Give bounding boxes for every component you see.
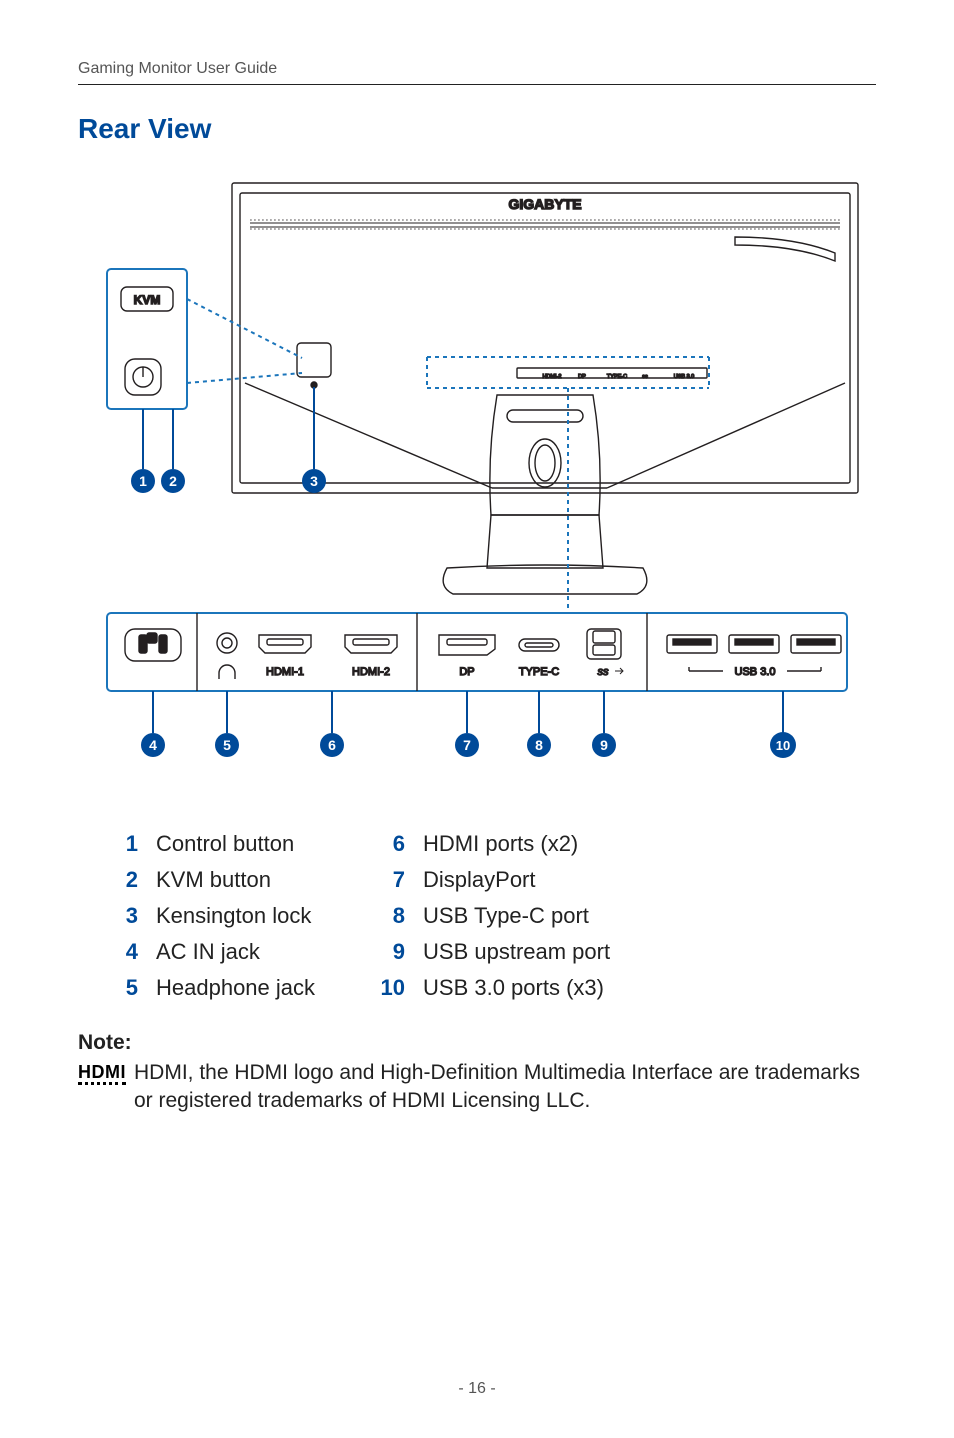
svg-text:DP: DP	[578, 374, 586, 380]
legend-row: 8 USB Type-C port	[375, 903, 610, 929]
legend-label: DisplayPort	[423, 867, 535, 893]
legend-row: 3 Kensington lock	[108, 903, 315, 929]
legend-label: Control button	[156, 831, 294, 857]
svg-text:HDMI-2: HDMI-2	[543, 374, 562, 380]
legend-label: USB 3.0 ports (x3)	[423, 975, 604, 1001]
legend-label: USB upstream port	[423, 939, 610, 965]
legend-row: 4 AC IN jack	[108, 939, 315, 965]
legend-label: KVM button	[156, 867, 271, 893]
section-title: Rear View	[78, 113, 876, 145]
legend-num: 3	[108, 903, 138, 929]
legend-num: 10	[375, 975, 405, 1001]
legend-col-right: 6 HDMI ports (x2) 7 DisplayPort 8 USB Type-…	[375, 831, 610, 1001]
legend-num: 9	[375, 939, 405, 965]
svg-text:10: 10	[776, 738, 790, 753]
svg-text:2: 2	[169, 473, 177, 489]
hdmi-logo-icon: HDMI	[78, 1063, 126, 1085]
legend-row: 6 HDMI ports (x2)	[375, 831, 610, 857]
legend-num: 6	[375, 831, 405, 857]
svg-text:HDMI-2: HDMI-2	[352, 666, 390, 678]
legend-row: 2 KVM button	[108, 867, 315, 893]
svg-text:1: 1	[139, 473, 147, 489]
rear-view-diagram: GIGABYTE HDMI-2	[78, 173, 876, 783]
legend-col-left: 1 Control button 2 KVM button 3 Kensington …	[108, 831, 315, 1001]
svg-text:KVM: KVM	[134, 293, 161, 307]
legend-num: 8	[375, 903, 405, 929]
note-label: Note:	[78, 1031, 132, 1054]
svg-text:4: 4	[149, 737, 157, 753]
legend-row: 1 Control button	[108, 831, 315, 857]
legend: 1 Control button 2 KVM button 3 Kensington …	[78, 831, 876, 1001]
svg-text:7: 7	[463, 737, 471, 753]
legend-label: AC IN jack	[156, 939, 260, 965]
svg-text:3: 3	[310, 473, 318, 489]
note-block: Note: HDMI HDMI, the HDMI logo and High-…	[78, 1031, 876, 1116]
legend-num: 5	[108, 975, 138, 1001]
legend-label: Headphone jack	[156, 975, 315, 1001]
legend-num: 1	[108, 831, 138, 857]
svg-text:ss: ss	[642, 374, 648, 380]
legend-row: 9 USB upstream port	[375, 939, 610, 965]
svg-text:6: 6	[328, 737, 336, 753]
header-guide-label: Gaming Monitor User Guide	[78, 60, 876, 78]
svg-text:HDMI-1: HDMI-1	[266, 666, 304, 678]
svg-text:USB 3.0: USB 3.0	[735, 666, 776, 678]
legend-num: 2	[108, 867, 138, 893]
legend-row: 10 USB 3.0 ports (x3)	[375, 975, 610, 1001]
svg-text:USB 3.0: USB 3.0	[674, 374, 694, 380]
svg-text:8: 8	[535, 737, 543, 753]
page-number: - 16 -	[0, 1380, 954, 1398]
legend-row: 5 Headphone jack	[108, 975, 315, 1001]
svg-text:DP: DP	[459, 666, 474, 678]
svg-text:9: 9	[600, 737, 608, 753]
legend-num: 7	[375, 867, 405, 893]
legend-num: 4	[108, 939, 138, 965]
svg-text:TYPE-C: TYPE-C	[519, 666, 559, 678]
svg-text:5: 5	[223, 737, 231, 753]
svg-text:ss: ss	[598, 666, 610, 678]
legend-label: Kensington lock	[156, 903, 311, 929]
legend-row: 7 DisplayPort	[375, 867, 610, 893]
legend-label: HDMI ports (x2)	[423, 831, 578, 857]
brand-text: GIGABYTE	[508, 196, 581, 212]
note-text: HDMI, the HDMI logo and High-Definition …	[134, 1059, 876, 1116]
svg-text:TYPE-C: TYPE-C	[607, 374, 627, 380]
header-rule	[78, 84, 876, 85]
legend-label: USB Type-C port	[423, 903, 589, 929]
